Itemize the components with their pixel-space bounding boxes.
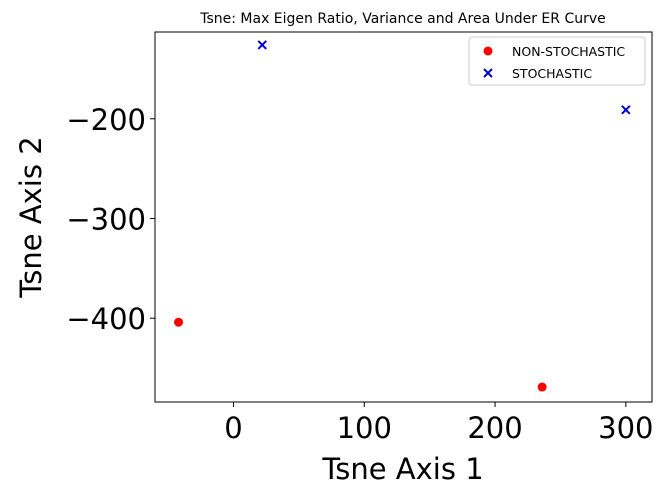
y-tick-label: −300 [66, 202, 146, 236]
x-tick-label: 0 [224, 411, 242, 445]
series-non-stochastic [174, 317, 547, 392]
legend-marker [483, 46, 493, 56]
data-point [621, 105, 631, 115]
y-tick-label: −200 [66, 103, 146, 137]
x-tick-label: 200 [467, 411, 522, 445]
series-stochastic [257, 40, 631, 115]
chart-title: Tsne: Max Eigen Ratio, Variance and Area… [199, 11, 606, 27]
y-axis: −200 −300 −400 [66, 103, 155, 336]
data-point [537, 382, 547, 392]
legend-box [468, 36, 646, 86]
legend-marker [483, 68, 493, 78]
plot-area [174, 40, 631, 392]
plot-frame [154, 31, 653, 403]
data-point [174, 317, 184, 327]
data-point [257, 40, 267, 50]
y-axis-label: Tsne Axis 2 [14, 136, 48, 298]
y-tick-label: −400 [66, 302, 146, 336]
legend: NON-STOCHASTIC STOCHASTIC [468, 36, 646, 86]
legend-entry: NON-STOCHASTIC [512, 44, 625, 59]
x-axis: 0 100 200 300 [224, 402, 654, 445]
x-tick-label: 300 [598, 411, 653, 445]
x-tick-label: 100 [337, 411, 392, 445]
legend-entry: STOCHASTIC [512, 66, 592, 81]
x-axis-label: Tsne Axis 1 [321, 452, 483, 486]
